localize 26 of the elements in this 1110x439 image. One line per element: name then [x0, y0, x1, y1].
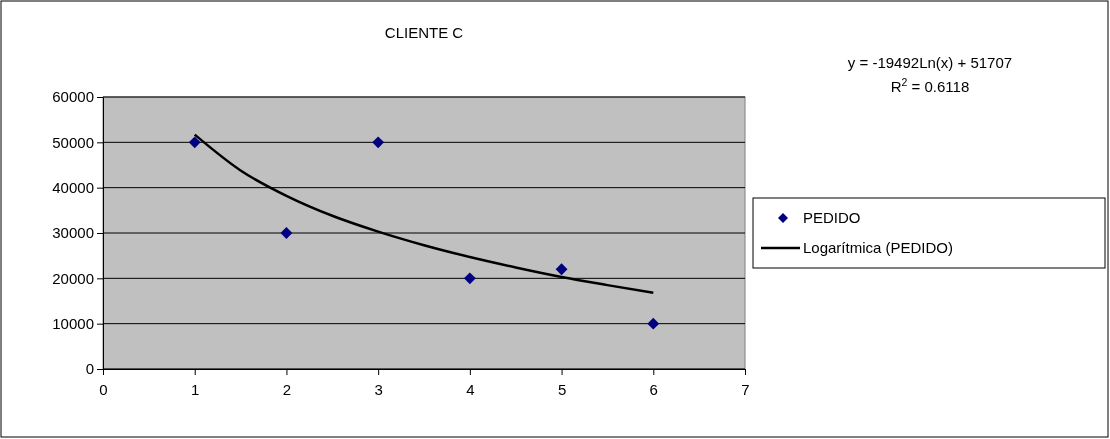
- point: [188, 136, 201, 149]
- x-tick-label: 3: [374, 380, 383, 398]
- text: y = -19492Ln(x) + 51707: [847, 54, 1013, 71]
- x-tick-label: 1: [191, 380, 200, 398]
- x-tick-label: 0: [99, 380, 108, 398]
- y-tick-label: 30000: [52, 224, 94, 242]
- y-tick-label: 0: [85, 360, 94, 378]
- x-tick-label: 4: [466, 380, 475, 398]
- text: R$^{2}$ = 0.6118: [890, 76, 970, 95]
- point: [555, 263, 568, 276]
- x-tick-label: 7: [741, 380, 750, 398]
- y-tick-label: 10000: [52, 314, 94, 332]
- legend-label: PEDIDO: [803, 209, 861, 226]
- point: [280, 227, 293, 239]
- y-tick-label: 20000: [52, 269, 94, 287]
- chart-title: CLIENTE C: [384, 24, 464, 41]
- x-tick-label: 2: [282, 380, 292, 398]
- x-tick-label: 5: [557, 380, 567, 398]
- point: [647, 317, 660, 330]
- legend-label: Logarítmica (PEDIDO): [803, 239, 954, 256]
- y-tick-label: 50000: [52, 133, 94, 151]
- y-tick-label: 60000: [52, 88, 94, 106]
- y-tick-label: 40000: [52, 178, 94, 196]
- point: [463, 272, 476, 285]
- point: [372, 136, 385, 149]
- x-tick-label: 6: [649, 380, 658, 398]
